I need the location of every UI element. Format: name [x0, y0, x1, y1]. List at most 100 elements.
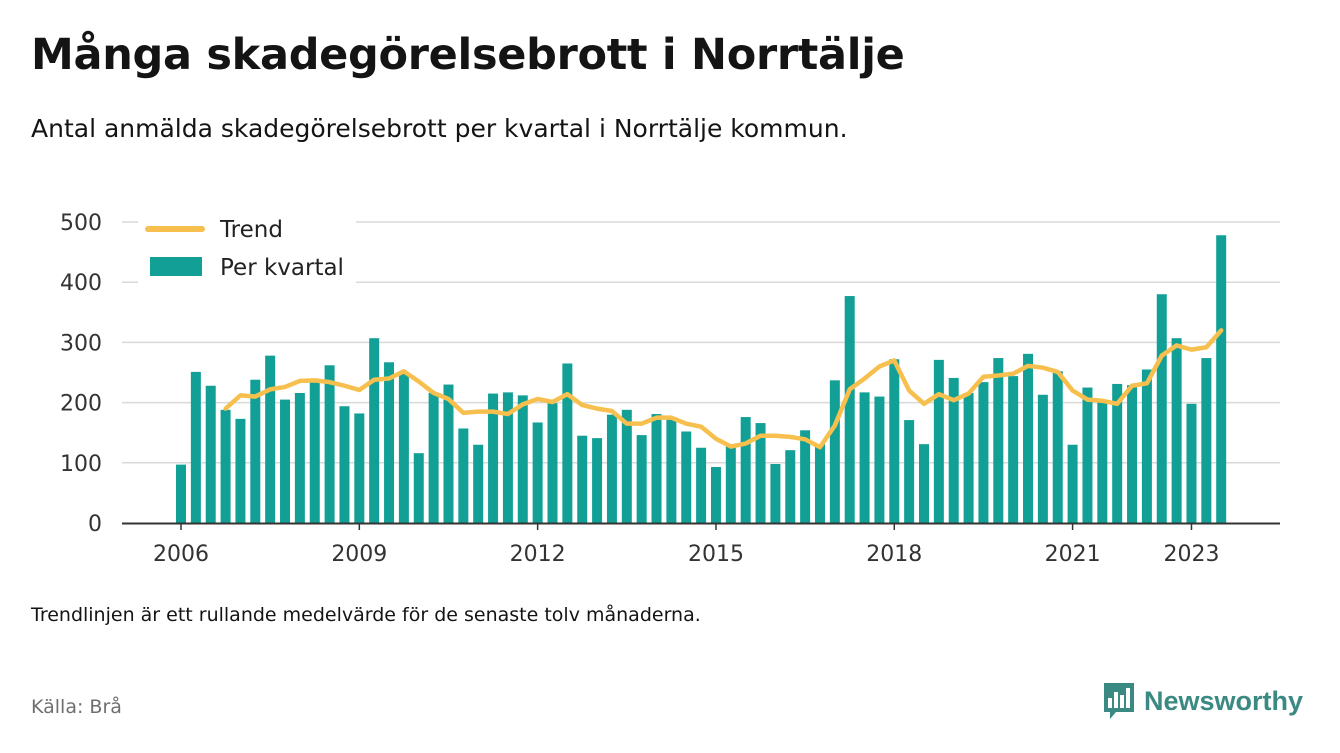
bar — [1008, 376, 1019, 523]
bar-layer — [176, 235, 1227, 524]
chart: 0 100 200 300 400 500 2006 2009 2012 2015 2018 2021… — [60, 208, 1280, 567]
bar — [1052, 371, 1063, 523]
bar — [339, 406, 350, 523]
x-tick-label: 2021 — [1045, 542, 1101, 567]
bar — [1023, 353, 1034, 523]
bar — [502, 392, 513, 523]
bar — [398, 373, 409, 523]
bar — [369, 338, 380, 523]
bar — [190, 371, 201, 523]
bar — [814, 444, 825, 523]
legend-bars-label: Per kvartal — [220, 255, 344, 281]
brand-logo-link[interactable]: Newsworthy — [1102, 681, 1303, 721]
bar — [829, 380, 840, 523]
bar — [621, 409, 632, 523]
bar — [1156, 294, 1167, 523]
x-tick-label: 2006 — [153, 542, 209, 567]
bar — [740, 417, 751, 523]
bar — [265, 355, 276, 523]
legend-bars-swatch — [150, 257, 202, 276]
bar — [725, 445, 736, 523]
bar — [1171, 338, 1182, 523]
x-tick-label: 2023 — [1163, 542, 1219, 567]
bar — [176, 464, 186, 523]
bar — [800, 430, 811, 523]
x-tick-label: 2012 — [510, 542, 566, 567]
bar — [235, 418, 246, 523]
bar — [889, 359, 900, 523]
bar — [681, 431, 692, 523]
bar — [384, 362, 395, 523]
bar — [413, 453, 424, 523]
bar — [488, 393, 499, 523]
trend-line — [223, 328, 1224, 450]
bar — [933, 359, 944, 523]
bar — [919, 444, 929, 523]
bar — [904, 420, 915, 523]
bar — [547, 403, 558, 523]
bar — [562, 363, 573, 523]
x-tick-label: 2009 — [331, 542, 387, 567]
bar — [1037, 394, 1048, 523]
bar-chart-speech-bubble-icon — [1104, 683, 1134, 719]
bar — [874, 396, 885, 523]
bar — [963, 392, 974, 523]
bar — [592, 438, 603, 523]
bar — [844, 296, 855, 523]
chart-subtitle: Antal anmälda skadegörelsebrott per kvar… — [31, 114, 848, 143]
bar — [1097, 399, 1108, 523]
legend-trend-label: Trend — [219, 217, 283, 243]
bar — [710, 467, 721, 523]
bar — [785, 450, 796, 523]
bar — [250, 379, 261, 523]
bar — [473, 444, 484, 523]
bar — [1112, 383, 1123, 523]
bar — [458, 428, 469, 523]
brand-name: Newsworthy — [1144, 685, 1304, 716]
bar — [1067, 444, 1078, 523]
bar — [859, 392, 870, 523]
y-tick-label: 400 — [60, 271, 102, 296]
bar — [220, 409, 231, 523]
bar — [1141, 369, 1152, 523]
bar — [294, 392, 305, 523]
bar — [666, 419, 677, 523]
source-label: Källa: Brå — [31, 696, 122, 718]
bar — [1127, 385, 1138, 523]
bar — [577, 435, 588, 523]
y-tick-label: 300 — [60, 331, 102, 356]
bar — [1082, 387, 1093, 523]
legend: Trend Per kvartal — [138, 208, 356, 285]
y-tick-label: 100 — [60, 452, 102, 477]
axis-layer: 0 100 200 300 400 500 2006 2009 2012 2015 2018 2021… — [60, 211, 1280, 567]
bar — [993, 358, 1004, 523]
bar — [324, 365, 335, 523]
y-tick-label: 200 — [60, 392, 102, 417]
footnote: Trendlinjen är ett rullande medelvärde f… — [31, 604, 701, 626]
bar — [443, 384, 454, 523]
bar — [532, 422, 543, 523]
bar — [354, 413, 365, 523]
bar — [517, 395, 528, 523]
x-tick-label: 2018 — [866, 542, 922, 567]
bar — [309, 381, 320, 523]
bar — [428, 392, 439, 523]
bar — [1186, 403, 1197, 523]
y-tick-label: 0 — [88, 512, 102, 537]
chart-title: Många skadegörelsebrott i Norrtälje — [31, 30, 905, 80]
bar — [1216, 235, 1227, 524]
bar — [770, 464, 781, 523]
bar — [280, 399, 291, 523]
bar — [205, 385, 216, 523]
x-tick-label: 2015 — [688, 542, 744, 567]
bar — [1201, 358, 1212, 523]
bar — [948, 377, 959, 523]
bar — [606, 414, 617, 523]
bar — [755, 423, 766, 523]
trend-layer — [223, 328, 1224, 450]
bar — [978, 382, 989, 523]
bar — [651, 414, 662, 523]
bar — [696, 447, 707, 523]
bar — [636, 435, 647, 523]
y-tick-label: 500 — [60, 211, 102, 236]
